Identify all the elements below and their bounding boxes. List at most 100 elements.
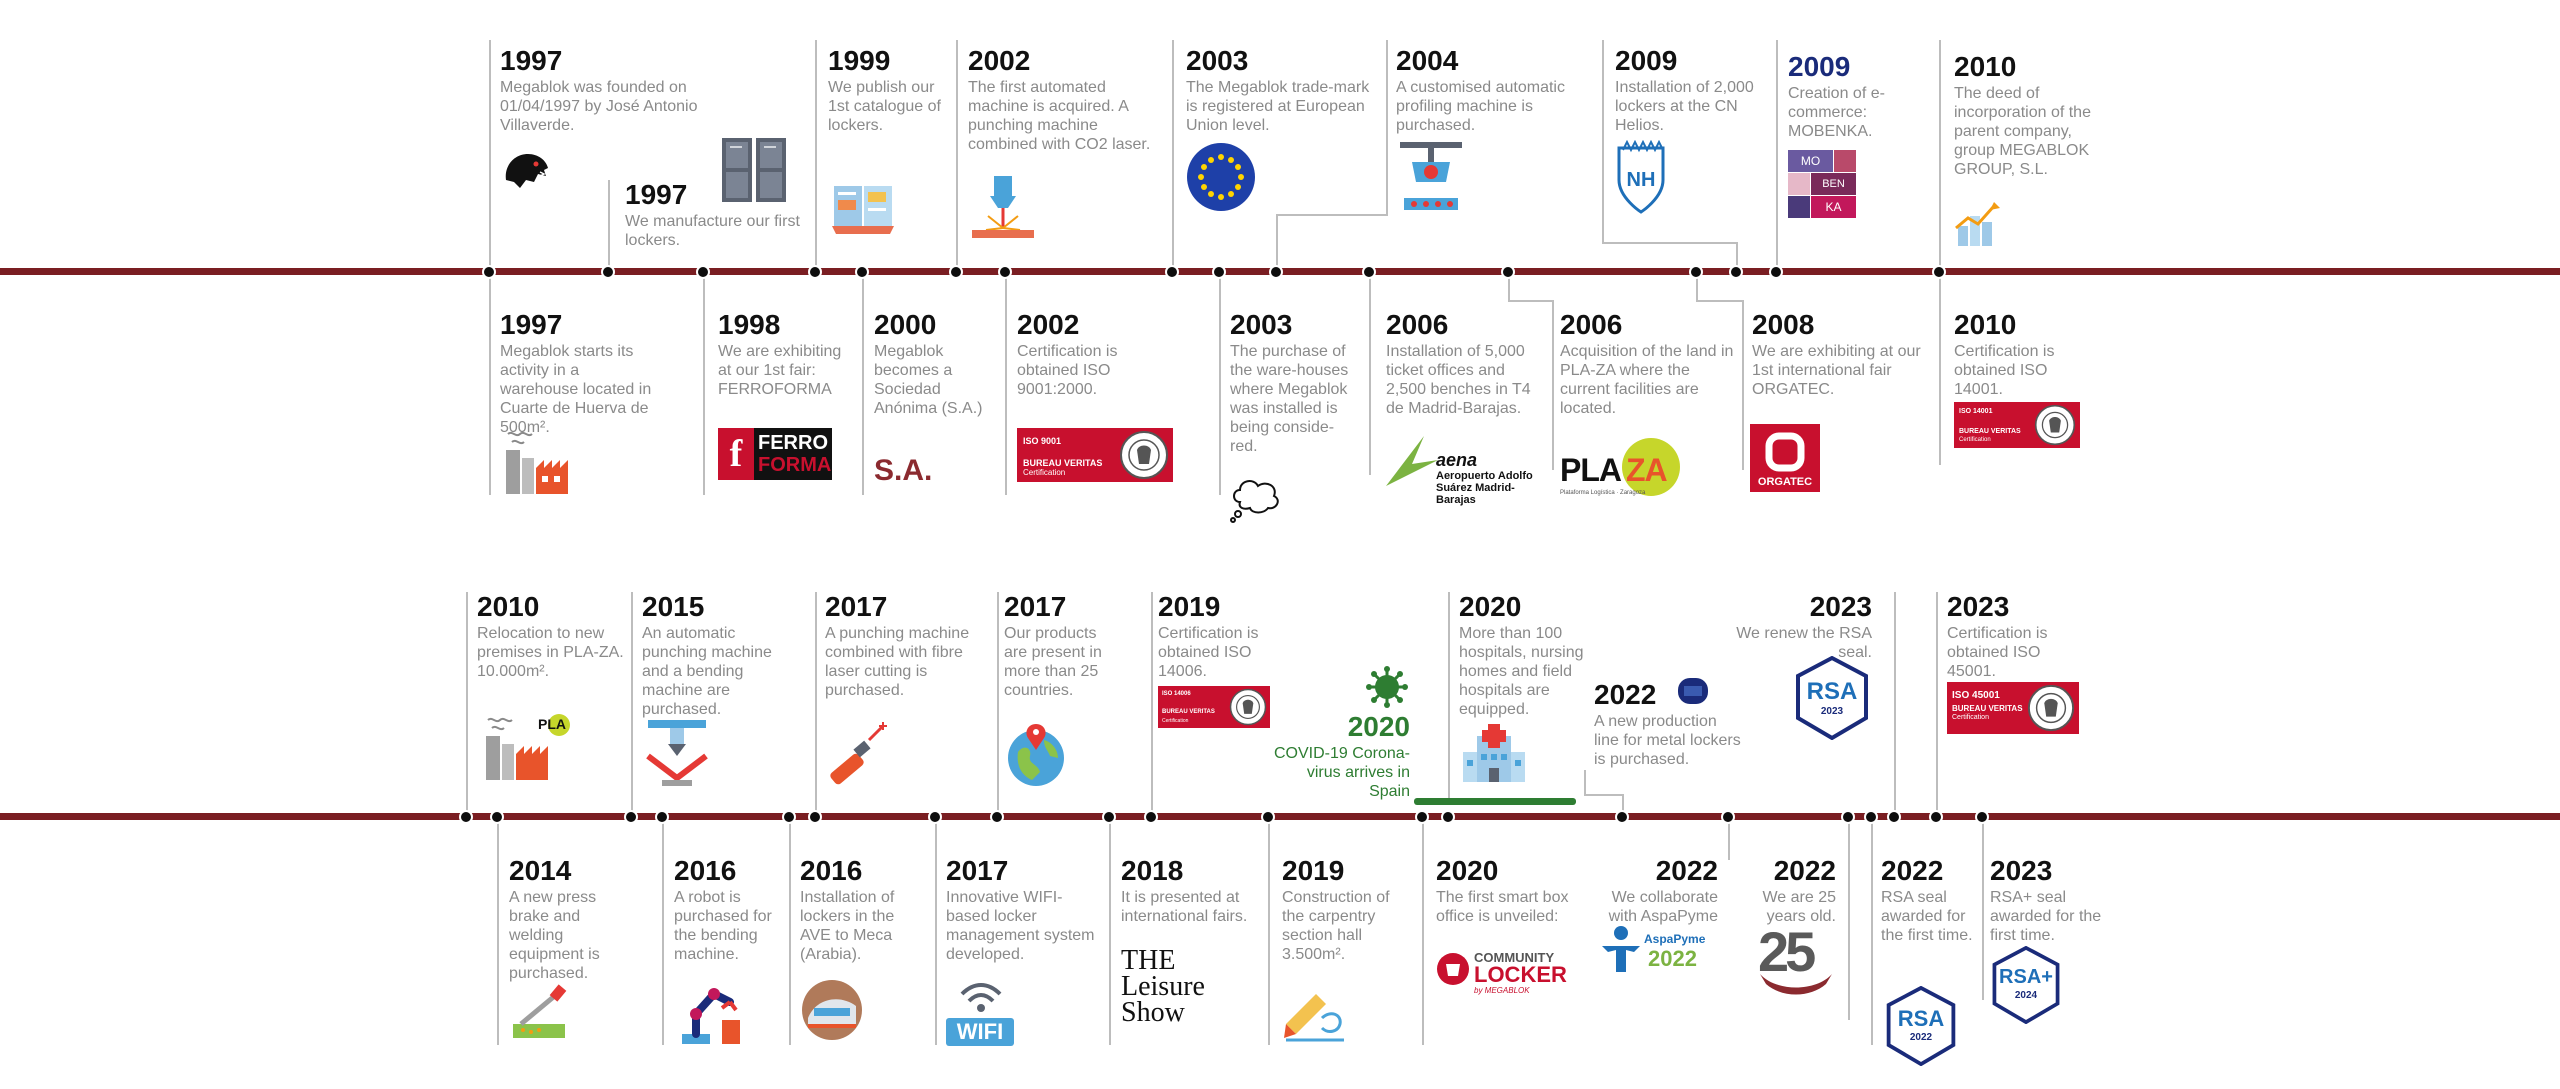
aspapyme-text: AspaPyme [1644, 932, 1706, 946]
mobenka-logo: MO BEN KA [1788, 150, 1858, 218]
community-locker-logo: COMMUNITY LOCKER by MEGABLOK [1436, 948, 1567, 1000]
event-text: A customised automatic profiling machine… [1396, 79, 1565, 134]
event-year: 2017 [825, 591, 888, 622]
timeline-dot [1269, 265, 1283, 279]
event-text: We collaborate with AspaPyme [1608, 889, 1718, 925]
event-text: We are exhibiting at our 1st internation… [1752, 343, 1921, 398]
rsa-seal-2022: RSA 2022 [1882, 986, 1960, 1066]
timeline-dot [490, 810, 504, 824]
event-2019-carpentry: 2019 Construction of the carpentry secti… [1282, 856, 1402, 964]
connector [1848, 820, 1850, 1020]
event-year: 2010 [477, 591, 540, 622]
connector [1939, 40, 1941, 268]
connector [1622, 794, 1624, 813]
event-2023-rsa-renew: 2023 We renew the RSA seal. [1706, 592, 1872, 662]
rsa-seal-2023: RSA 2023 [1792, 656, 1872, 740]
event-2010-relocation: 2010 Relocation to new premises in PLA-Z… [477, 592, 627, 681]
event-text: The first automated machine is acquired.… [968, 79, 1151, 153]
timeline-dot [949, 265, 963, 279]
connector [1602, 242, 1736, 244]
timeline-dot [998, 265, 1012, 279]
timeline-dot [459, 810, 473, 824]
timeline-dot [482, 265, 496, 279]
event-year: 1997 [500, 45, 563, 76]
event-year: 2019 [1158, 591, 1221, 622]
event-2002-machine: 2002 The first automated machine is acqu… [968, 46, 1153, 154]
event-1997-lockers: 1997 We manufacture our first lockers. [625, 180, 805, 250]
event-2003-trademark: 2003 The Megablok trade-mark is register… [1186, 46, 1371, 135]
event-text: The deed of incorporation of the parent … [1954, 85, 2091, 178]
event-year: 2016 [674, 855, 737, 886]
event-text: Relocation to new premises in PLA-ZA. 10… [477, 625, 624, 680]
community-text: COMMUNITY [1474, 950, 1555, 965]
event-text: We are 25 years old. [1762, 889, 1836, 925]
connector [497, 820, 499, 1045]
event-text: We renew the RSA seal. [1736, 625, 1872, 661]
train-icon [800, 978, 864, 1047]
event-year: 2010 [1954, 51, 2017, 82]
connector [1276, 214, 1278, 268]
iso-label: ISO 9001 [1023, 436, 1062, 446]
event-text: Acquisition of the land in PLA-ZA where … [1560, 343, 1734, 417]
factory-icon [500, 424, 572, 501]
hospital-icon [1459, 722, 1529, 789]
certification-label: Certification [1959, 437, 1991, 443]
event-text: The Megablok trade-mark is registered at… [1186, 79, 1370, 134]
rsa-text: RSA [1806, 678, 1858, 705]
timeline-dot [601, 265, 615, 279]
bureau-label: BUREAU VERITAS [1162, 709, 1215, 715]
mobenka-cell: KA [1811, 196, 1856, 218]
timeline-dot [1165, 265, 1179, 279]
event-text: Installation of 2,000 lockers at the CN … [1615, 79, 1754, 134]
iso-label: ISO 14001 [1959, 408, 1993, 415]
event-text: Megablok was founded on 01/04/1997 by Jo… [500, 79, 698, 134]
event-text: Innovative WIFI-based locker management … [946, 889, 1095, 963]
by-megablok-text: by MEGABLOK [1474, 986, 1530, 995]
connector [662, 820, 664, 1045]
connector [1172, 40, 1174, 268]
event-text: Certification is obtained ISO 9001:2000. [1017, 343, 1118, 398]
event-text: More than 100 hospitals, nursing homes a… [1459, 625, 1584, 718]
event-year: 2017 [946, 855, 1009, 886]
event-year: 2023 [1990, 855, 2053, 886]
event-text: RSA seal awarded for the first time. [1881, 889, 1973, 944]
connector [1386, 40, 1388, 216]
event-year: 2017 [1004, 591, 1067, 622]
connector [1736, 242, 1738, 268]
connector [466, 592, 468, 813]
bureau-veritas-badge: ISO 14001 BUREAU VERITAS Certification [1954, 402, 2080, 448]
connector [1584, 794, 1622, 796]
event-year: 2010 [1954, 309, 2017, 340]
iso-label: ISO 45001 [1952, 690, 2000, 701]
event-text: We are exhibiting at our 1st fair: FERRO… [718, 343, 842, 398]
wifi-icon: WIFI [946, 982, 1016, 1048]
panther-icon [500, 146, 552, 197]
timeline-dot [1841, 810, 1855, 824]
connector [1508, 300, 1552, 302]
connector [1871, 820, 1873, 1045]
timeline-dot [1102, 810, 1116, 824]
event-text: Creation of e-commerce: MOBENKA. [1788, 85, 1885, 140]
event-year: 2002 [1017, 309, 1080, 340]
event-year: 2009 [1788, 51, 1851, 82]
sa-logo: S.A. [874, 454, 932, 488]
event-2020-hospitals: 2020 More than 100 hospitals, nursing ho… [1459, 592, 1619, 719]
event-text: RSA+ seal awarded for the first time. [1990, 889, 2102, 944]
bureau-label: BUREAU VERITAS [1023, 458, 1103, 468]
connector [489, 40, 491, 268]
connector [1448, 592, 1450, 798]
event-year: 1998 [718, 309, 781, 340]
event-2010-deed: 2010 The deed of incorporation of the pa… [1954, 52, 2104, 179]
leisure-show-text: THE Leisure Show [1121, 945, 1205, 1028]
aena-text: aena [1436, 450, 1478, 470]
event-2014: 2014 A new press brake and welding equip… [509, 856, 629, 983]
connector [1369, 275, 1371, 475]
timeline-dot [808, 810, 822, 824]
aspapyme-logo: AspaPyme 2022 [1600, 924, 1710, 976]
connector [1939, 275, 1941, 465]
event-2015: 2015 An automatic punching machine and a… [642, 592, 802, 719]
event-year: 2003 [1230, 309, 1293, 340]
event-text: The purchase of the ware-houses where Me… [1230, 343, 1349, 455]
event-text: Our products are present in more than 25… [1004, 625, 1102, 699]
timeline-dot [1929, 810, 1943, 824]
